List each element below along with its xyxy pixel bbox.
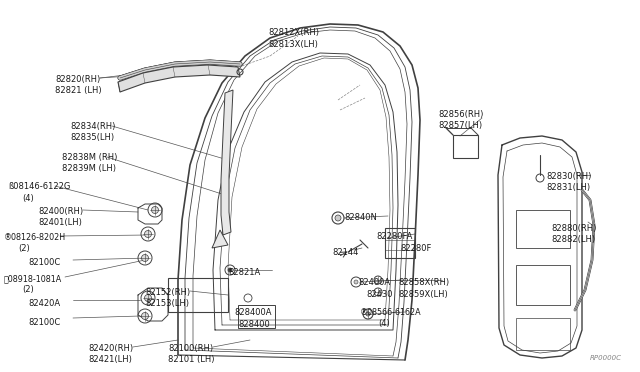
Bar [453, 135, 478, 158]
Text: ⓝ08918-1081A: ⓝ08918-1081A [4, 274, 62, 283]
Text: 82831(LH): 82831(LH) [546, 183, 590, 192]
Text: 82401(LH): 82401(LH) [38, 218, 82, 227]
Text: (4): (4) [22, 194, 34, 203]
Bar [385, 228, 415, 258]
Text: 82420(RH): 82420(RH) [88, 344, 133, 353]
Text: ®08126-8202H: ®08126-8202H [4, 233, 66, 242]
Text: 82421(LH): 82421(LH) [88, 355, 132, 364]
Polygon shape [212, 230, 228, 248]
Circle shape [354, 280, 358, 284]
Circle shape [366, 312, 370, 316]
Text: 82838M (RH): 82838M (RH) [62, 153, 117, 162]
Text: 82880(RH): 82880(RH) [551, 224, 596, 233]
Text: 82400(RH): 82400(RH) [38, 207, 83, 216]
Bar [168, 278, 228, 312]
Bar [516, 265, 570, 305]
Text: 82280FA: 82280FA [376, 232, 412, 241]
Text: 82859X(LH): 82859X(LH) [398, 290, 448, 299]
Text: 82835(LH): 82835(LH) [70, 133, 114, 142]
Text: 82830(RH): 82830(RH) [546, 172, 591, 181]
Text: 82153(LH): 82153(LH) [145, 299, 189, 308]
Text: ®08566-6162A: ®08566-6162A [360, 308, 422, 317]
Bar [516, 210, 570, 248]
Text: 82857(LH): 82857(LH) [438, 121, 482, 130]
Text: 82100C: 82100C [28, 258, 60, 267]
Text: 828400: 828400 [238, 320, 269, 329]
Text: (4): (4) [378, 319, 390, 328]
Circle shape [141, 254, 148, 262]
Text: 82821 (LH): 82821 (LH) [55, 86, 102, 95]
Text: 82858X(RH): 82858X(RH) [398, 278, 449, 287]
Text: ß08146-6122G: ß08146-6122G [8, 182, 70, 191]
Text: (2): (2) [18, 244, 29, 253]
Text: 82101 (LH): 82101 (LH) [168, 355, 214, 364]
Text: 82400A: 82400A [358, 278, 390, 287]
Polygon shape [221, 90, 233, 235]
Text: 82280F: 82280F [400, 244, 431, 253]
Circle shape [145, 231, 152, 237]
Circle shape [145, 295, 152, 301]
Text: 82813X(LH): 82813X(LH) [268, 40, 318, 49]
Text: 82840N: 82840N [344, 213, 377, 222]
Text: 82420A: 82420A [28, 299, 60, 308]
Text: 82882(LH): 82882(LH) [551, 235, 595, 244]
Text: RP0000C: RP0000C [590, 355, 622, 361]
Text: 828400A: 828400A [234, 308, 271, 317]
Text: 82821A: 82821A [228, 268, 260, 277]
Bar [516, 318, 570, 350]
Text: 82100C: 82100C [28, 318, 60, 327]
Bar [238, 305, 275, 328]
Text: 82812X(RH): 82812X(RH) [268, 28, 319, 37]
Text: 82152(RH): 82152(RH) [145, 288, 190, 297]
Text: 82144: 82144 [332, 248, 358, 257]
Text: 82839M (LH): 82839M (LH) [62, 164, 116, 173]
Circle shape [335, 215, 341, 221]
Circle shape [141, 312, 148, 320]
Text: (2): (2) [22, 285, 34, 294]
Text: 82834(RH): 82834(RH) [70, 122, 115, 131]
Polygon shape [118, 65, 240, 92]
Text: 82100(RH): 82100(RH) [168, 344, 213, 353]
Text: 82856(RH): 82856(RH) [438, 110, 483, 119]
Circle shape [152, 206, 159, 214]
Circle shape [228, 268, 232, 272]
Text: 82430: 82430 [366, 290, 392, 299]
Text: 82820(RH): 82820(RH) [55, 75, 100, 84]
